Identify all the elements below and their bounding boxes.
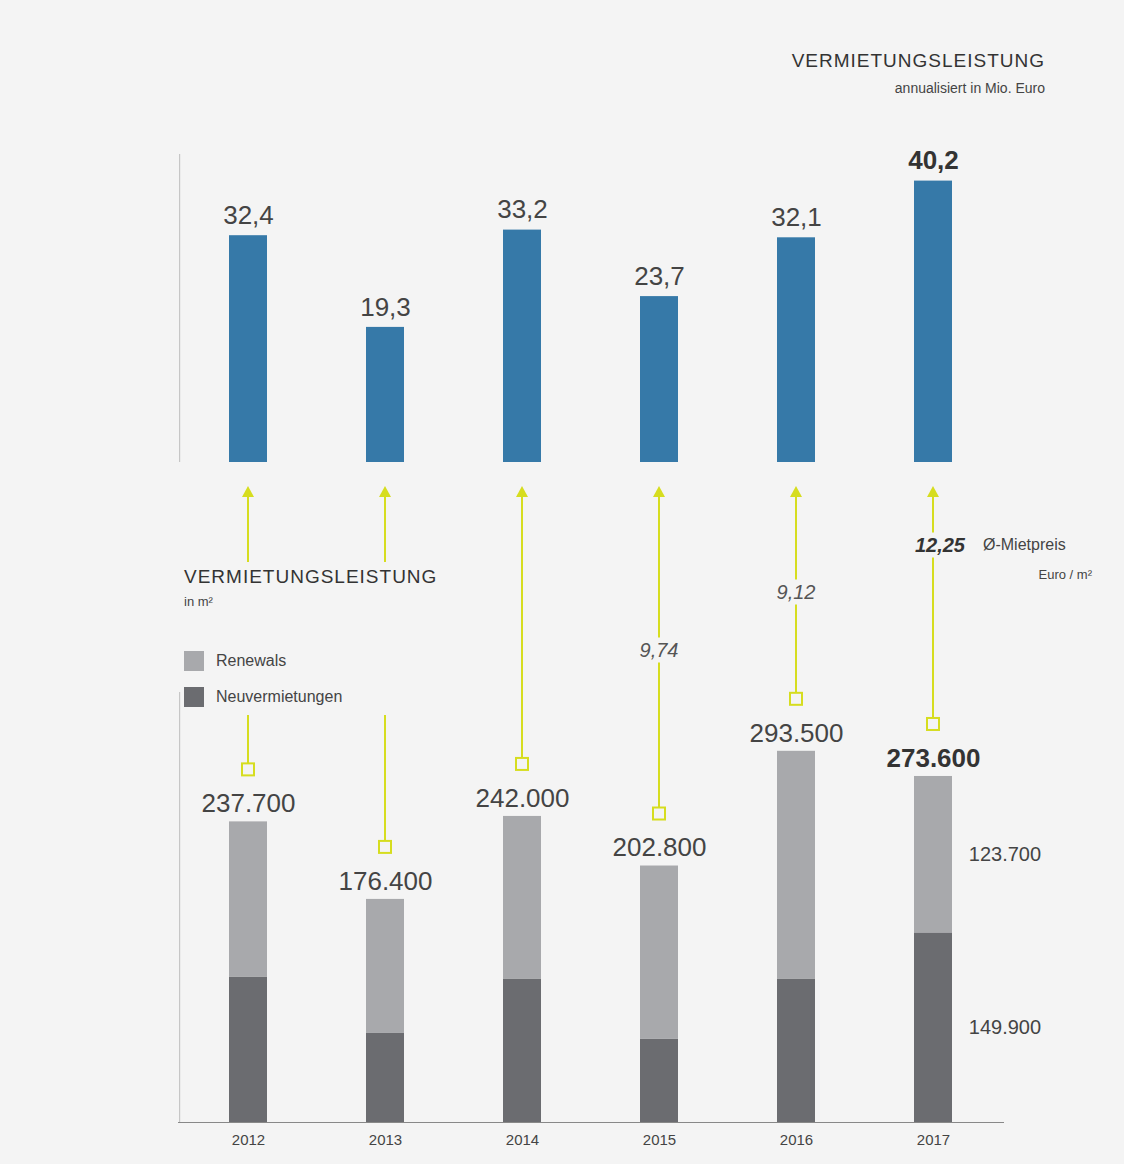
html-text:annualisiert in Mio. Euro: annualisiert in Mio. Euro bbox=[894, 80, 1045, 96]
html-text:VERMIETUNGSLEISTUNG: VERMIETUNGSLEISTUNG bbox=[791, 50, 1045, 71]
svg-text:293.500: 293.500 bbox=[750, 718, 844, 748]
html-text:12,25: 12,25 bbox=[914, 533, 965, 556]
svg-text:32,1: 32,1 bbox=[771, 202, 822, 232]
svg-text:2014: 2014 bbox=[506, 1131, 539, 1148]
html-text:9,12: 9,12 bbox=[776, 580, 816, 603]
html-text:in m²: in m² bbox=[184, 594, 213, 609]
svg-text:242.000: 242.000 bbox=[476, 783, 570, 813]
svg-text:40,2: 40,2 bbox=[908, 145, 959, 175]
html-text:Neuvermietungen: Neuvermietungen bbox=[216, 688, 343, 705]
html-text:9,74: 9,74 bbox=[639, 638, 679, 661]
html-text:VERMIETUNGSLEISTUNG: VERMIETUNGSLEISTUNG bbox=[184, 566, 438, 587]
svg-text:2016: 2016 bbox=[780, 1131, 813, 1148]
svg-text:2017: 2017 bbox=[917, 1131, 950, 1148]
svg-text:2012: 2012 bbox=[232, 1131, 265, 1148]
svg-text:19,3: 19,3 bbox=[360, 292, 411, 322]
svg-text:2013: 2013 bbox=[369, 1131, 402, 1148]
svg-text:176.400: 176.400 bbox=[339, 866, 433, 896]
svg-text:237.700: 237.700 bbox=[202, 788, 296, 818]
svg-text:33,2: 33,2 bbox=[497, 194, 548, 224]
svg-text:2015: 2015 bbox=[643, 1131, 676, 1148]
svg-text:123.700: 123.700 bbox=[969, 843, 1041, 865]
svg-text:23,7: 23,7 bbox=[634, 261, 685, 291]
html-text:Ø-Mietpreis: Ø-Mietpreis bbox=[983, 536, 1066, 553]
html-text:Renewals: Renewals bbox=[216, 652, 287, 669]
html-text:Euro / m²: Euro / m² bbox=[1038, 567, 1092, 582]
svg-text:32,4: 32,4 bbox=[223, 200, 274, 230]
svg-text:273.600: 273.600 bbox=[887, 743, 981, 773]
svg-text:202.800: 202.800 bbox=[613, 832, 707, 862]
svg-text:149.900: 149.900 bbox=[969, 1016, 1041, 1038]
